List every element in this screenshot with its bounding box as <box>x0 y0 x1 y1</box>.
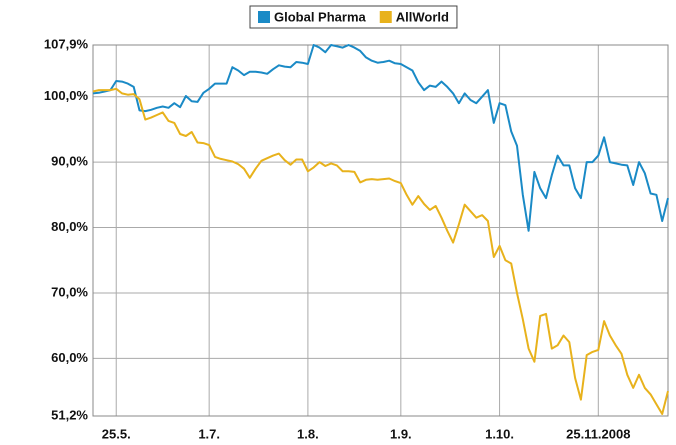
plot-frame <box>92 44 669 417</box>
x-tick-label: 25.5. <box>102 426 131 441</box>
legend-swatch <box>258 11 270 23</box>
x-tick-label: 1.7. <box>198 426 220 441</box>
line <box>92 44 669 232</box>
x-tick-label: 1.10. <box>485 426 514 441</box>
y-tick-label: 107,9% <box>44 36 89 51</box>
line <box>92 87 669 415</box>
legend-swatch <box>379 11 392 23</box>
legend-label: AllWorld <box>396 9 449 24</box>
legend-frame <box>249 5 458 29</box>
x-tick-label: 25.11.2008 <box>566 426 630 441</box>
y-tick-label: 100,0% <box>44 88 89 103</box>
y-tick-label: 80,0% <box>51 219 88 234</box>
x-tick-label: 1.8. <box>297 426 319 441</box>
y-tick-label: 90,0% <box>51 154 88 169</box>
y-tick-label: 70,0% <box>51 284 88 299</box>
x-tick-label: 1.9. <box>390 426 412 441</box>
y-tick-label: 60,0% <box>51 350 88 365</box>
legend-label: Global Pharma <box>274 9 367 24</box>
y-tick-label: 51,2% <box>51 407 88 422</box>
